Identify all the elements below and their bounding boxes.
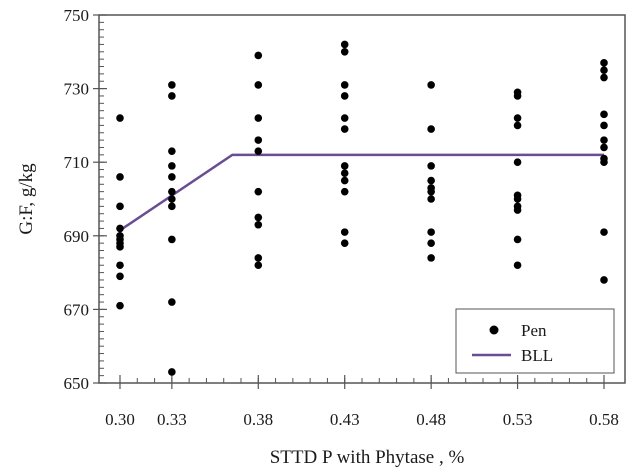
pen-point (116, 114, 124, 122)
pen-point (427, 162, 435, 170)
pen-point (254, 136, 263, 144)
pen-point (513, 114, 522, 122)
pen-point (254, 187, 263, 196)
pen-point (340, 92, 349, 100)
x-tick-label: 0.30 (105, 410, 135, 429)
pen-point (254, 147, 263, 155)
y-axis-title: G:F, g/kg (16, 163, 37, 235)
pen-point (427, 228, 435, 236)
pen-point (427, 81, 435, 89)
pen-point (168, 162, 176, 170)
pen-point (254, 254, 263, 262)
pen-point (340, 162, 349, 170)
pen-point (427, 125, 435, 133)
pen-point (340, 176, 349, 185)
y-tick-label: 750 (64, 6, 90, 25)
x-tick-label: 0.58 (589, 410, 619, 429)
pen-point (168, 298, 176, 306)
pen-point (340, 125, 349, 133)
pen-point (340, 239, 349, 247)
pen-point (427, 239, 435, 247)
bll-line (119, 153, 604, 232)
pen-point (513, 158, 522, 166)
pen-point (513, 235, 522, 244)
y-tick-label: 670 (64, 300, 90, 319)
pen-point (427, 187, 435, 196)
y-tick-label: 730 (64, 80, 90, 99)
pen-point (600, 121, 608, 130)
pen-point (254, 51, 263, 60)
pen-point (168, 147, 176, 155)
pen-point (600, 110, 608, 119)
pen-point (116, 301, 124, 310)
pen-point (600, 276, 608, 284)
pen-point (600, 143, 608, 152)
pen-point (600, 158, 608, 166)
pen-point (513, 195, 522, 203)
pen-point (600, 66, 608, 74)
y-tick-label: 710 (64, 153, 90, 172)
pen-point (116, 173, 124, 181)
x-tick-labels: 0.30 0.33 0.38 0.43 0.48 0.53 0.58 (105, 410, 619, 429)
pen-point (254, 213, 263, 222)
x-tick-label: 0.38 (243, 410, 273, 429)
y-tick-label: 650 (64, 374, 90, 393)
pen-point (340, 228, 349, 236)
pen-point (513, 261, 522, 270)
y-tick-label: 690 (64, 227, 90, 246)
pen-point (168, 202, 176, 211)
x-axis-title: STTD P with Phytase , % (270, 447, 465, 468)
legend: Pen BLL (455, 308, 615, 374)
pen-point (116, 261, 124, 270)
legend-pen-label: Pen (521, 321, 547, 340)
x-tick-label: 0.48 (416, 410, 446, 429)
pen-point (340, 48, 349, 56)
pen-point (254, 220, 263, 229)
pen-point (254, 81, 263, 89)
pen-point (600, 228, 608, 236)
pen-point (600, 59, 608, 67)
pen-point (254, 114, 263, 122)
legend-bll-label: BLL (521, 346, 553, 365)
pen-point (168, 235, 176, 244)
x-tick-label: 0.53 (503, 410, 533, 429)
pen-point (513, 206, 522, 214)
pen-point (340, 187, 349, 196)
x-tick-label: 0.43 (330, 410, 360, 429)
x-tick-label: 0.33 (157, 410, 187, 429)
pen-point (168, 187, 176, 196)
pen-point (427, 195, 435, 203)
y-tick-labels: 650 670 690 710 730 750 (64, 6, 90, 393)
pen-point (168, 195, 176, 203)
pen-point (340, 40, 349, 49)
pen-point (168, 173, 176, 181)
major-ticks (93, 14, 605, 389)
pen-point (513, 92, 522, 100)
pen-point (340, 169, 349, 178)
pen-point (116, 224, 124, 233)
pen-point (600, 136, 608, 144)
pen-point (116, 202, 124, 211)
pen-points (116, 40, 608, 376)
bll-layer (119, 153, 604, 232)
legend-box (455, 308, 615, 374)
legend-pen-marker (489, 325, 499, 335)
pen-point (168, 92, 176, 100)
pen-point (513, 121, 522, 130)
pen-point (116, 272, 124, 281)
pen-point (427, 176, 435, 185)
pen-point (116, 243, 124, 251)
pen-point (340, 81, 349, 89)
pen-point (600, 73, 608, 82)
pen-point (168, 81, 176, 89)
pen-point (340, 114, 349, 122)
pen-point (254, 261, 263, 270)
pen-point (168, 368, 176, 376)
pen-point (427, 254, 435, 262)
